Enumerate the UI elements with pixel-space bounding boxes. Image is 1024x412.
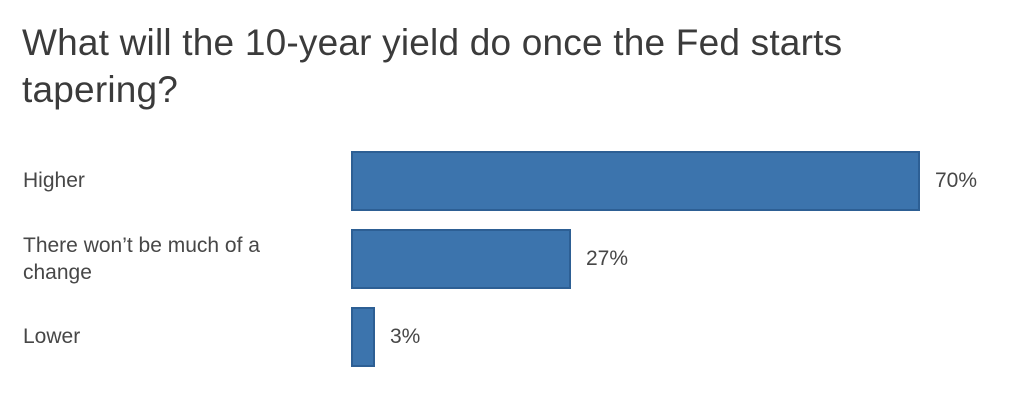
bar-no-change — [351, 229, 571, 289]
chart-title-line-2: tapering? — [22, 68, 179, 110]
chart-title-line-1: What will the 10-year yield do once the … — [22, 22, 843, 63]
chart-rows: Higher 70% There won’t be much of a chan… — [0, 151, 1024, 385]
bar-area: 27% — [351, 229, 1024, 289]
category-label-higher: Higher — [23, 169, 85, 193]
chart-row-higher: Higher 70% — [0, 151, 1024, 211]
bar-lower — [351, 307, 375, 367]
value-label-lower: 3% — [390, 325, 421, 348]
bar-higher — [351, 151, 920, 211]
value-label-higher: 70% — [935, 169, 978, 192]
bar-area: 3% — [351, 307, 1024, 367]
chart-title: What will the 10-year yield do once the … — [22, 20, 982, 113]
category-label-lower: Lower — [23, 325, 81, 349]
value-label-no-change: 27% — [586, 247, 629, 270]
chart-row-lower: Lower 3% — [0, 307, 1024, 367]
category-label-no-change: There won’t be much of a change — [23, 233, 260, 284]
chart-row-no-change: There won’t be much of a change 27% — [0, 229, 1024, 289]
bar-area: 70% — [351, 151, 1024, 211]
